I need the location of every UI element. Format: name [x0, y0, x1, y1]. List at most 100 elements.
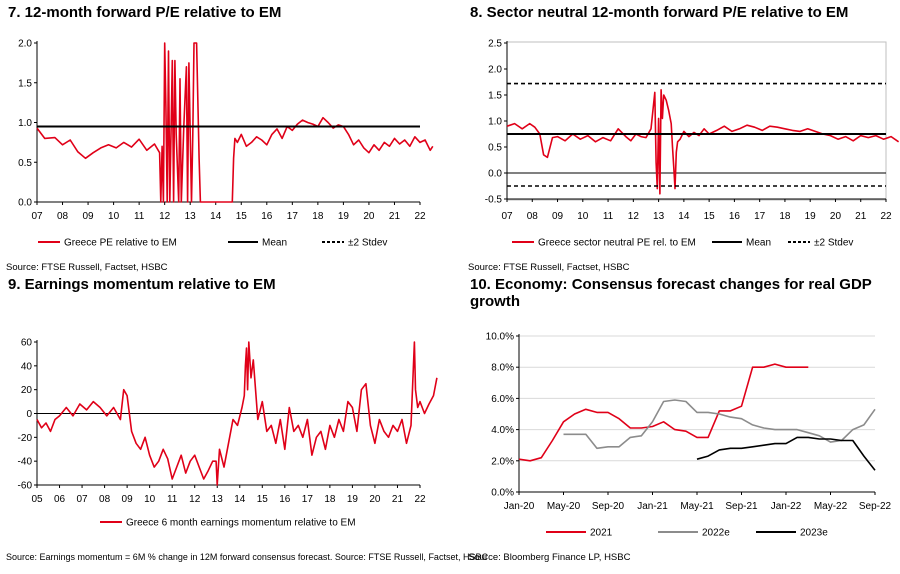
x-tick-label: May-22 [814, 501, 848, 512]
series-line-0 [518, 363, 809, 462]
gdp-forecast-chart: 0.0% 2.0% 4.0% 6.0% 8.0% 10.0% Jan-20 May-20 Sep… [486, 332, 892, 539]
x-tick-label: 21 [389, 211, 401, 222]
x-tick-label: 16 [261, 211, 273, 222]
legend-label: Mean [262, 238, 287, 249]
chart-source: Source: FTSE Russell, Factset, HSBC [6, 262, 168, 273]
x-tick-label: 08 [57, 211, 69, 222]
x-tick-label: 07 [501, 211, 513, 222]
y-tick-label: 6.0% [491, 394, 514, 405]
chart-panel-earnings-momentum: 9. Earnings momentum relative to EM -60 -… [0, 276, 488, 574]
y-tick-label: 60 [21, 338, 33, 349]
x-tick-label: Jan-20 [504, 501, 535, 512]
y-tick-label: 0.5 [488, 143, 502, 154]
y-tick-label: 2.5 [488, 39, 502, 50]
x-tick-label: 14 [210, 211, 222, 222]
x-tick-label: 11 [603, 211, 614, 222]
sector-neutral-pe-chart: -0.5 0.0 0.5 1.0 1.5 2.0 2.5 07 08 09 10 11 12 13 14 15… [485, 39, 900, 249]
x-tick-label: 16 [279, 494, 291, 505]
y-tick-label: 1.5 [488, 91, 502, 102]
legend-label: Mean [746, 238, 771, 249]
chart-title: 9. Earnings momentum relative to EM [8, 276, 276, 293]
x-tick-label: Jan-22 [771, 501, 802, 512]
x-tick-label: 15 [236, 211, 248, 222]
x-tick-label: 14 [678, 211, 690, 222]
legend-label: 2022e [702, 528, 730, 539]
y-tick-label: 1.5 [18, 78, 32, 89]
legend-label: ±2 Stdev [814, 238, 853, 249]
chart-source: Source: Earnings momentum = 6M % change … [6, 552, 488, 562]
x-tick-label: May-21 [680, 501, 714, 512]
x-tick-label: 12 [189, 494, 201, 505]
x-tick-label: 07 [76, 494, 88, 505]
chart-panel-sector-neutral-pe: 8. Sector neutral 12-month forward P/E r… [466, 0, 900, 280]
y-tick-label: 0.0 [488, 169, 502, 180]
x-tick-label: 06 [54, 494, 66, 505]
x-tick-label: 12 [159, 211, 171, 222]
x-tick-label: 13 [212, 494, 224, 505]
x-tick-label: Sep-22 [859, 501, 892, 512]
y-tick-label: 2.0% [491, 456, 514, 467]
x-tick-label: 18 [779, 211, 791, 222]
chart-panel-gdp-forecasts: 10. Economy: Consensus forecast changes … [466, 276, 900, 574]
y-tick-label: 0.0 [18, 198, 32, 209]
y-tick-label: 8.0% [491, 363, 514, 374]
legend-label: Greece 6 month earnings momentum relativ… [126, 518, 356, 529]
series-line-2 [696, 436, 876, 471]
y-tick-label: 40 [21, 361, 33, 372]
x-tick-label: 21 [855, 211, 867, 222]
y-tick-label: 0.0% [491, 488, 514, 499]
series-line-0 [36, 42, 434, 203]
x-tick-label: 19 [347, 494, 359, 505]
x-tick-label: 10 [108, 211, 120, 222]
y-tick-label: 1.0 [18, 118, 32, 129]
legend-label: ±2 Stdev [348, 238, 387, 249]
x-tick-label: Sep-20 [592, 501, 625, 512]
x-tick-label: 22 [414, 494, 426, 505]
chart-panel-pe-relative: 7. 12-month forward P/E relative to EM 0… [0, 0, 440, 280]
series-line-1 [563, 399, 876, 450]
x-tick-label: 10 [577, 211, 589, 222]
plot-frame [506, 41, 887, 201]
y-tick-label: 0 [26, 409, 32, 420]
legend-label: 2023e [800, 528, 828, 539]
x-tick-label: 22 [414, 211, 426, 222]
y-tick-label: 2.0 [18, 39, 32, 50]
x-tick-label: 15 [704, 211, 716, 222]
series-line-0 [36, 341, 438, 486]
y-tick-label: 4.0% [491, 425, 514, 436]
pe-relative-chart: 0.0 0.5 1.0 1.5 2.0 07 08 09 10 11 12 13 14 15 16 17 18 1… [18, 39, 434, 249]
chart-title: 7. 12-month forward P/E relative to EM [8, 4, 282, 21]
x-tick-label: 08 [99, 494, 111, 505]
x-tick-label: 07 [31, 211, 43, 222]
y-tick-label: -20 [18, 433, 33, 444]
x-tick-label: 17 [287, 211, 299, 222]
x-tick-label: 05 [31, 494, 43, 505]
x-tick-label: 19 [805, 211, 817, 222]
y-tick-label: -0.5 [485, 195, 503, 206]
y-tick-label: -60 [18, 481, 33, 492]
series-line-0 [506, 89, 900, 195]
chart-source: Source: FTSE Russell, Factset, HSBC [468, 262, 630, 273]
y-tick-label: 20 [21, 385, 33, 396]
x-tick-label: 11 [167, 494, 178, 505]
x-tick-label: 16 [729, 211, 741, 222]
x-tick-label: Jan-21 [637, 501, 668, 512]
x-tick-label: 18 [324, 494, 336, 505]
earnings-momentum-chart: -60 -40 -20 0 20 40 60 05 06 07 08 09 10 11 12 13 14 15 16… [18, 338, 438, 529]
x-tick-label: 20 [363, 211, 375, 222]
chart-source: Source: Bloomberg Finance LP, HSBC [468, 552, 631, 563]
x-tick-label: 08 [527, 211, 539, 222]
x-tick-label: 12 [628, 211, 640, 222]
x-tick-label: 22 [880, 211, 892, 222]
y-tick-label: 1.0 [488, 117, 502, 128]
x-tick-label: 21 [392, 494, 404, 505]
x-tick-label: 20 [369, 494, 381, 505]
y-tick-label: -40 [18, 457, 33, 468]
y-tick-label: 10.0% [486, 332, 514, 343]
legend-label: Greece PE relative to EM [64, 238, 177, 249]
x-tick-label: May-20 [547, 501, 581, 512]
chart-title: 8. Sector neutral 12-month forward P/E r… [470, 4, 849, 21]
x-tick-label: 20 [830, 211, 842, 222]
x-tick-label: 19 [338, 211, 350, 222]
x-tick-label: 17 [754, 211, 766, 222]
